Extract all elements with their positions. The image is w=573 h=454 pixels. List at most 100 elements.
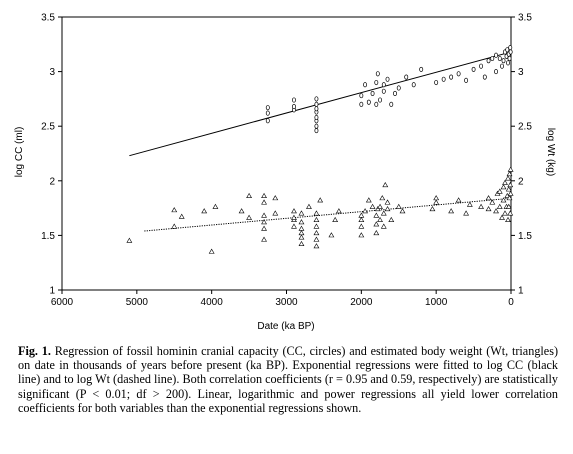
wt-point	[500, 197, 507, 203]
wt-point	[388, 216, 395, 223]
wt-point	[380, 223, 387, 229]
wt-point	[291, 214, 297, 220]
cc-point	[389, 101, 394, 107]
x-tick-label: 0	[508, 297, 514, 308]
wt-point	[313, 243, 320, 249]
figure-caption: Fig. 1. Regression of fossil hominin cra…	[18, 344, 558, 415]
wt-point	[298, 219, 305, 225]
cc-point	[494, 52, 498, 58]
x-tick-label: 5000	[126, 297, 149, 308]
figure-label: Fig. 1.	[18, 344, 51, 358]
y-tick-label-right: 2.5	[518, 122, 532, 133]
wt-point	[306, 203, 312, 209]
cc-point	[497, 55, 502, 62]
wt-point	[298, 225, 305, 231]
data-markers	[126, 45, 514, 254]
x-tick-label: 2000	[350, 297, 373, 308]
wt-point	[261, 212, 267, 218]
cc-point	[441, 76, 446, 82]
cc-point	[292, 103, 296, 110]
cc-point	[506, 60, 510, 66]
wt-point	[502, 179, 508, 185]
wt-point	[362, 208, 368, 214]
y-tick-label-left: 2	[49, 176, 55, 187]
cc-point	[456, 71, 461, 77]
cc-point	[314, 101, 319, 107]
wt-point	[463, 210, 470, 216]
cc-point	[370, 90, 375, 96]
wt-point	[313, 236, 320, 242]
wt-point	[358, 223, 365, 229]
wt-point	[507, 190, 514, 196]
wt-point	[238, 208, 245, 214]
cc-point	[314, 128, 319, 134]
y-tick-label-left: 2.5	[41, 122, 55, 133]
cc-point	[434, 79, 439, 86]
wt-point	[489, 199, 496, 205]
wt-point	[478, 203, 484, 209]
wt-point	[246, 214, 253, 220]
cc-point	[404, 74, 409, 80]
wt-point	[272, 195, 279, 201]
wt-point	[507, 166, 514, 172]
wt-point	[496, 203, 503, 209]
wt-point	[500, 184, 507, 190]
cc-point	[479, 63, 484, 69]
wt-point	[358, 216, 365, 223]
wt-point	[380, 210, 387, 216]
wt-point	[507, 181, 514, 188]
cc-point	[314, 114, 319, 121]
wt-point	[505, 203, 512, 209]
wt-point	[382, 181, 389, 188]
wt-point	[448, 208, 455, 214]
wt-point	[395, 203, 402, 209]
cc-point	[482, 74, 487, 80]
wt-point	[485, 195, 492, 201]
wt-point	[493, 208, 499, 214]
wt-point	[313, 216, 320, 223]
wt-point	[496, 188, 503, 194]
cc-point	[411, 82, 416, 88]
x-tick-label: 3000	[275, 297, 298, 308]
wt-point	[335, 208, 342, 214]
y-axis-label-left: log CC (ml)	[14, 127, 25, 178]
caption-text: Regression of fossil hominin cranial cap…	[18, 344, 559, 415]
cc-point	[500, 63, 504, 69]
x-axis-label: Date (ka BP)	[257, 321, 314, 332]
wt-point	[358, 232, 365, 238]
scatter-chart: 6000 5000 4000 3000 2000 1000 01 11.5 1.52 22.5 2.…	[14, 13, 556, 333]
wt-point	[332, 216, 339, 223]
cc-point	[381, 88, 386, 94]
regression-line-cc	[129, 51, 512, 157]
cc-point	[265, 118, 270, 124]
cc-point	[314, 123, 319, 129]
wt-point	[507, 210, 514, 216]
wt-point	[272, 210, 279, 216]
cc-point	[505, 47, 510, 53]
wt-point	[369, 203, 376, 209]
cc-point	[449, 74, 454, 80]
cc-point	[375, 71, 380, 77]
wt-point	[505, 186, 512, 192]
wt-point	[317, 197, 324, 203]
wt-point	[485, 205, 492, 212]
y-tick-label-right: 1.5	[518, 231, 532, 242]
wt-point	[506, 195, 513, 201]
y-tick-label-right: 3.5	[518, 13, 532, 24]
wt-point	[298, 240, 305, 247]
wt-point	[261, 192, 267, 198]
wt-point	[171, 223, 178, 229]
cc-point	[507, 55, 512, 62]
wt-point	[505, 175, 511, 181]
wt-point	[261, 219, 267, 225]
wt-point	[384, 199, 391, 205]
y-tick-label-right: 3	[518, 67, 524, 78]
wt-point	[399, 208, 406, 214]
wt-point	[261, 236, 267, 242]
cc-point	[419, 66, 424, 72]
wt-point	[433, 195, 440, 201]
wt-point	[328, 232, 335, 238]
wt-point	[291, 223, 297, 229]
cc-point	[265, 110, 270, 116]
cc-point	[508, 49, 513, 55]
